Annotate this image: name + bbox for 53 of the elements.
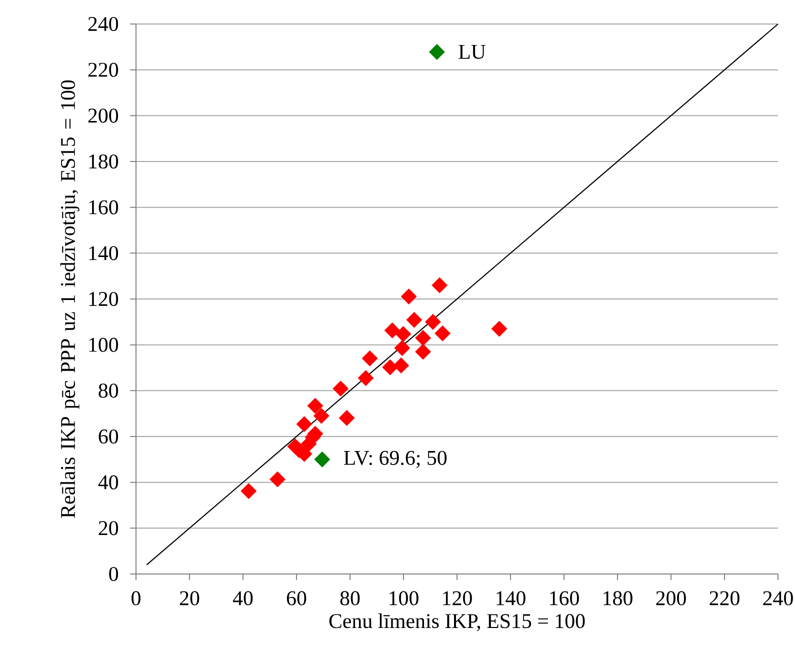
point [307, 398, 324, 414]
x-tick-label: 0 [132, 591, 140, 606]
y-tick-label: 80 [98, 384, 118, 398]
point [240, 483, 257, 500]
point [394, 340, 410, 356]
x-tick-label: 80 [340, 591, 360, 606]
point [395, 326, 412, 342]
x-axis-title: Cenu līmenis IKP, ES15 = 100 [329, 613, 585, 632]
point [428, 44, 445, 60]
x-tick-label: 120 [443, 591, 472, 606]
x-tick-label: 240 [763, 591, 793, 606]
point [432, 277, 448, 294]
point [415, 330, 432, 346]
y-tick-label: 160 [89, 200, 118, 214]
x-tick-label: 220 [710, 591, 740, 606]
x-tick-label: 200 [656, 591, 686, 606]
x-tick-label: 160 [550, 591, 579, 606]
y-tick-label: 60 [98, 429, 118, 444]
point [434, 325, 451, 342]
y-tick-label: 140 [89, 246, 118, 260]
y-tick-label: 40 [98, 475, 118, 490]
annotation: LU [458, 45, 486, 59]
point [314, 451, 330, 468]
annotation: LV: 69.6; 50 [344, 450, 447, 468]
point [338, 410, 355, 426]
y-tick-label: 20 [98, 521, 118, 536]
point [424, 314, 441, 330]
point [400, 288, 417, 304]
point [406, 312, 422, 328]
point [415, 344, 432, 360]
x-tick-label: 40 [232, 591, 253, 606]
point [491, 320, 508, 337]
y-tick-label: 240 [88, 16, 118, 32]
x-tick-label: 20 [180, 591, 200, 606]
x-tick-label: 140 [496, 591, 526, 606]
x-tick-label: 100 [390, 591, 418, 606]
y-tick-label: 0 [109, 566, 118, 582]
y-tick-label: 180 [89, 154, 118, 169]
point [393, 357, 410, 374]
x-tick-label: 180 [604, 591, 632, 606]
point [362, 350, 378, 366]
point [358, 370, 374, 386]
point [270, 471, 286, 488]
y-tick-label: 120 [89, 292, 118, 306]
point [296, 416, 312, 432]
y-axis-title: Reālais IKP pēc PPP uz 1 iedzīvotāju, ES15 = 100 [60, 80, 80, 518]
y-tick-label: 220 [88, 62, 118, 77]
y-tick-label: 100 [89, 338, 118, 352]
y-tick-label: 200 [88, 108, 118, 123]
point [313, 408, 330, 424]
point [384, 322, 400, 338]
point [332, 380, 349, 397]
x-tick-label: 60 [286, 591, 306, 606]
